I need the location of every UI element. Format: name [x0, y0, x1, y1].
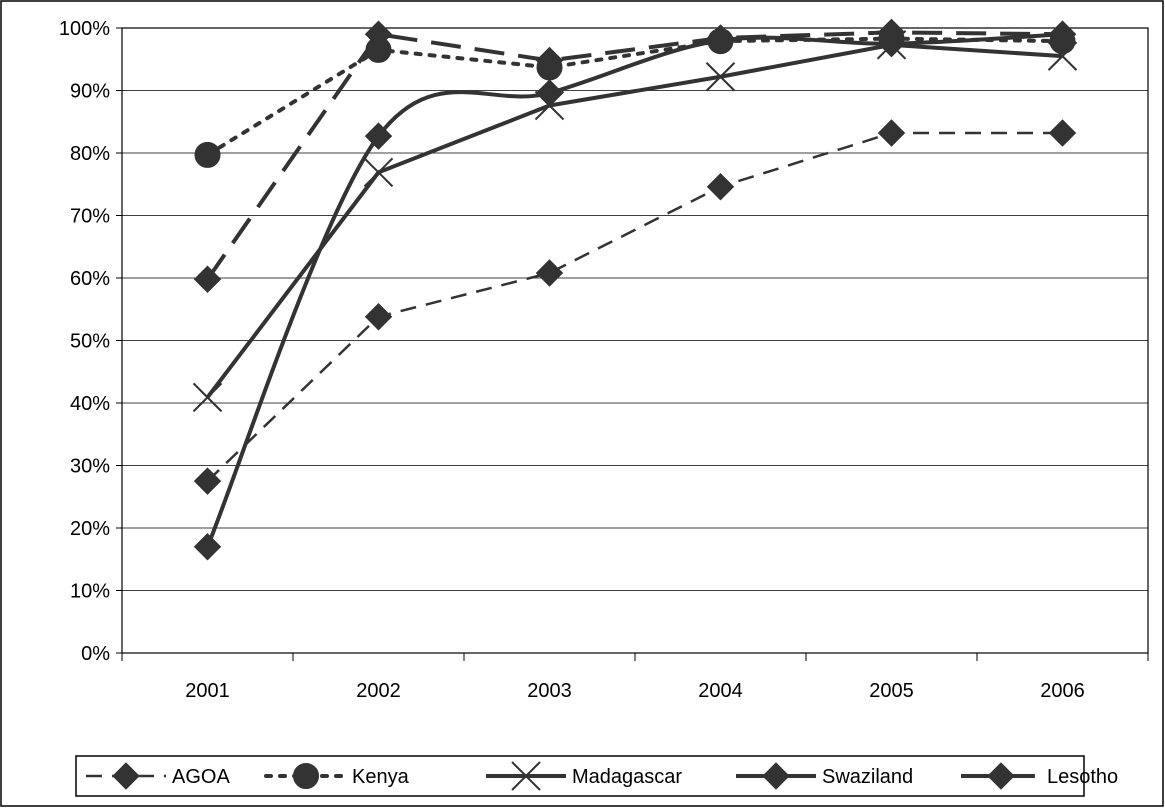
- legend-marker-agoa: [112, 762, 140, 790]
- data-point-lesotho: [877, 18, 906, 47]
- data-point-swaziland: [535, 79, 564, 107]
- data-point-madagascar: [363, 157, 394, 188]
- y-tick-label: 70%: [70, 206, 110, 228]
- series-line-agoa: [206, 131, 1063, 483]
- data-point-lesotho: [706, 24, 735, 52]
- x-tick-label: 2006: [1040, 680, 1085, 702]
- data-point-lesotho: [364, 20, 393, 48]
- axis-layer: 0% 10% 20% 30% 40% 50% 60% 70% 80% 90% 100% 2001 200…: [59, 18, 1149, 702]
- data-point-agoa: [1048, 119, 1077, 147]
- y-tick-label: 10%: [70, 581, 110, 603]
- data-point-agoa: [193, 467, 222, 495]
- legend-marker-kenya: [293, 763, 319, 789]
- legend-box: [75, 755, 1085, 797]
- legend-item-kenya: Kenya: [264, 763, 410, 789]
- data-point-kenya: [194, 141, 221, 168]
- legend-label-swaziland: Swaziland: [822, 766, 913, 788]
- x-tick-label: 2003: [527, 680, 572, 702]
- legend-label-madagascar: Madagascar: [572, 766, 682, 788]
- y-tick-label: 30%: [70, 456, 110, 478]
- series-line-kenya: [205, 36, 1065, 157]
- y-tick-label: 40%: [70, 393, 110, 415]
- y-tick-label: 90%: [70, 81, 110, 103]
- legend-marker-lesotho: [987, 762, 1015, 790]
- legend-item-swaziland: Swaziland: [736, 762, 913, 790]
- y-tick-label: 100%: [59, 18, 110, 40]
- data-point-madagascar: [1047, 41, 1078, 71]
- series-line-lesotho: [205, 30, 1063, 281]
- legend-item-agoa: AGOA: [86, 762, 230, 790]
- series-layer: [192, 18, 1078, 561]
- legend-label-agoa: AGOA: [172, 766, 230, 788]
- data-point-madagascar: [192, 382, 223, 413]
- data-point-lesotho: [1048, 20, 1077, 48]
- legend-label-kenya: Kenya: [352, 766, 410, 788]
- legend-item-madagascar: Madagascar: [486, 761, 682, 791]
- x-tick-label: 2004: [698, 680, 743, 702]
- y-tick-label: 0%: [81, 643, 110, 665]
- data-point-agoa: [877, 119, 906, 147]
- data-point-agoa: [706, 173, 735, 201]
- x-tick-label: 2001: [185, 680, 230, 702]
- legend-item-lesotho: Lesotho: [961, 762, 1118, 790]
- series-lesotho: [193, 18, 1077, 293]
- series-line-madagascar: [205, 42, 1063, 399]
- data-point-agoa: [535, 259, 564, 287]
- y-tick-label: 60%: [70, 268, 110, 290]
- data-point-swaziland: [364, 122, 393, 150]
- y-tick-label: 80%: [70, 143, 110, 165]
- y-tick-label: 20%: [70, 518, 110, 540]
- y-tick-label: 50%: [70, 331, 110, 353]
- legend-marker-swaziland: [762, 762, 790, 790]
- legend-label-lesotho: Lesotho: [1047, 766, 1118, 788]
- data-point-agoa: [364, 303, 393, 331]
- legend-marker-madagascar: [511, 761, 541, 791]
- data-point-lesotho: [535, 46, 564, 75]
- data-point-swaziland: [193, 533, 222, 561]
- data-point-madagascar: [705, 62, 736, 92]
- legend: AGOA Kenya Madagascar Swaziland Lesotho: [75, 755, 1118, 797]
- data-point-lesotho: [193, 265, 222, 293]
- series-agoa: [193, 119, 1077, 495]
- x-tick-label: 2005: [869, 680, 914, 702]
- x-tick-label: 2002: [356, 680, 401, 702]
